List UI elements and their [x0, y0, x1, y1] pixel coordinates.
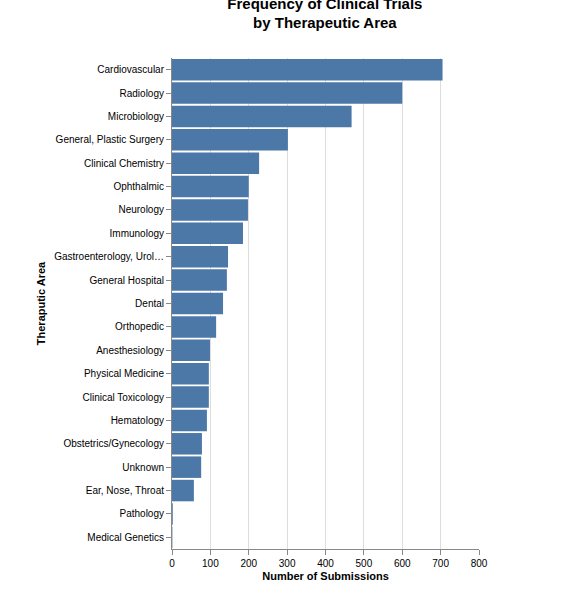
svg-text:Microbiology: Microbiology	[108, 111, 164, 122]
svg-text:General, Plastic Surgery: General, Plastic Surgery	[56, 134, 164, 145]
svg-text:Immunology: Immunology	[110, 228, 164, 239]
svg-text:800: 800	[471, 558, 488, 569]
svg-text:400: 400	[317, 558, 334, 569]
svg-text:Radiology: Radiology	[120, 88, 164, 99]
svg-text:300: 300	[279, 558, 296, 569]
svg-text:Clinical Toxicology: Clinical Toxicology	[82, 392, 164, 403]
svg-text:General Hospital: General Hospital	[90, 275, 164, 286]
svg-text:Number of Submissions: Number of Submissions	[262, 570, 389, 582]
svg-text:Cardiovascular: Cardiovascular	[97, 64, 164, 75]
svg-text:Obstetrics/Gynecology: Obstetrics/Gynecology	[63, 438, 164, 449]
svg-text:Ophthalmic: Ophthalmic	[113, 181, 164, 192]
svg-text:Pathology: Pathology	[120, 508, 164, 519]
svg-text:Unknown: Unknown	[122, 462, 164, 473]
svg-text:Medical Genetics: Medical Genetics	[87, 532, 164, 543]
svg-text:Clinical Chemistry: Clinical Chemistry	[84, 158, 164, 169]
svg-text:Hematology: Hematology	[111, 415, 164, 426]
svg-text:600: 600	[394, 558, 411, 569]
svg-text:Theraputic Area: Theraputic Area	[35, 261, 47, 345]
svg-text:Gastroenterology, Urol…: Gastroenterology, Urol…	[54, 251, 164, 262]
svg-text:100: 100	[202, 558, 219, 569]
svg-text:Frequency of Clinical Trialsby: Frequency of Clinical Trialsby Therapeut…	[227, 0, 422, 31]
svg-text:Anesthesiology: Anesthesiology	[96, 345, 164, 356]
svg-text:Physical Medicine: Physical Medicine	[84, 368, 164, 379]
svg-text:200: 200	[240, 558, 257, 569]
svg-text:700: 700	[432, 558, 449, 569]
svg-text:500: 500	[356, 558, 373, 569]
svg-text:0: 0	[169, 558, 175, 569]
svg-text:Orthopedic: Orthopedic	[115, 321, 164, 332]
svg-text:Dental: Dental	[135, 298, 164, 309]
svg-text:Ear, Nose, Throat: Ear, Nose, Throat	[86, 485, 164, 496]
svg-text:Neurology: Neurology	[118, 204, 164, 215]
